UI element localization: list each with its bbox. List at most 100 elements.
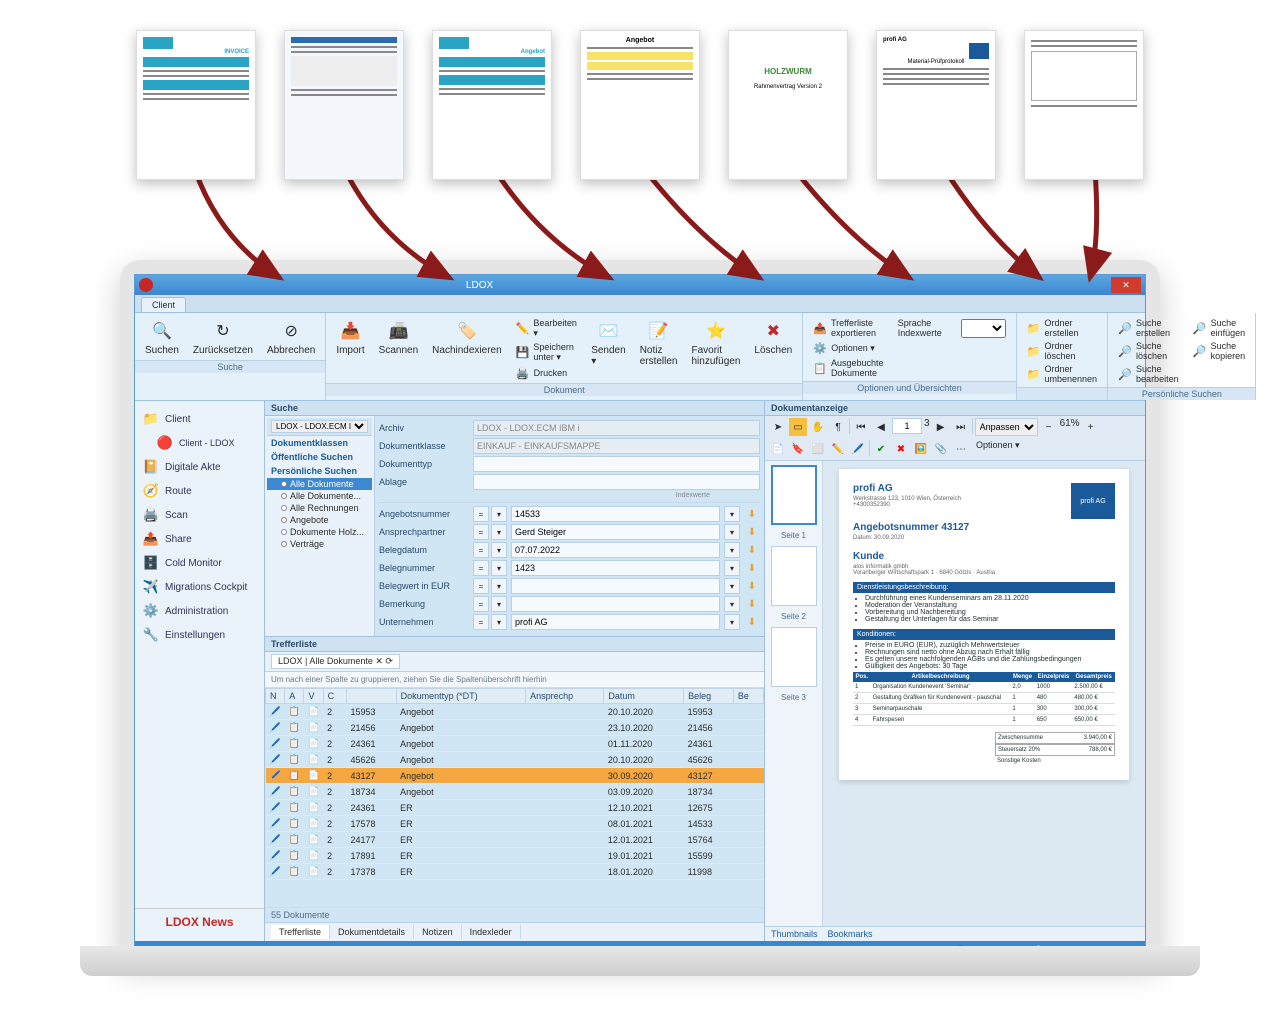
- btn-fav[interactable]: ⭐Favorit hinzufügen: [687, 317, 744, 369]
- cat-dokklassen[interactable]: Dokumentklassen: [267, 436, 372, 450]
- btn-saveas[interactable]: 💾Speichern unter ▾: [512, 341, 582, 364]
- arrow-down-icon[interactable]: ⬇: [744, 578, 760, 594]
- op-btn[interactable]: =: [473, 596, 489, 612]
- arrow-down-icon[interactable]: ⬇: [744, 524, 760, 540]
- tree-node[interactable]: Dokumente Holz...: [267, 526, 372, 538]
- col-header[interactable]: Be: [733, 689, 763, 704]
- sidebar-item[interactable]: 🗄️Cold Monitor: [135, 551, 264, 575]
- field-input[interactable]: [511, 506, 720, 522]
- sidebar-item[interactable]: 📔Digitale Akte: [135, 455, 264, 479]
- ft-details[interactable]: Dokumentdetails: [330, 925, 414, 939]
- btn-options[interactable]: ⚙️Optionen ▾: [809, 340, 888, 356]
- pv-no-icon[interactable]: ✖: [892, 440, 910, 458]
- op-btn[interactable]: ▾: [724, 560, 740, 576]
- op-btn[interactable]: ▾: [724, 596, 740, 612]
- tree-node[interactable]: Alle Dokumente...: [267, 490, 372, 502]
- table-row[interactable]: 🖊️📋📄215953Angebot20.10.202015953: [266, 704, 764, 720]
- document-viewer[interactable]: profi AG profi AG Werkstrasse 123, 1010 …: [823, 461, 1145, 926]
- pv-cursor-icon[interactable]: ➤: [769, 418, 787, 436]
- table-row[interactable]: 🖊️📋📄224177ER12.01.202115764: [266, 832, 764, 848]
- col-header[interactable]: V: [304, 689, 323, 704]
- col-header[interactable]: Beleg: [684, 689, 734, 704]
- pv-first-icon[interactable]: ⏮: [852, 418, 870, 436]
- op-btn[interactable]: =: [473, 524, 489, 540]
- ft-notizen[interactable]: Notizen: [414, 925, 462, 939]
- op-btn[interactable]: ▾: [491, 542, 507, 558]
- pv-thumb-2[interactable]: [771, 546, 817, 606]
- tree-node[interactable]: Angebote: [267, 514, 372, 526]
- col-header[interactable]: Datum: [604, 689, 684, 704]
- field-input[interactable]: [473, 420, 760, 436]
- table-row[interactable]: 🖊️📋📄217578ER08.01.202114533: [266, 816, 764, 832]
- cat-oeffentlich[interactable]: Öffentliche Suchen: [267, 450, 372, 464]
- op-btn[interactable]: ▾: [491, 506, 507, 522]
- btn-edit[interactable]: ✏️Bearbeiten ▾: [512, 317, 582, 340]
- sidebar-subitem[interactable]: 🔴Client - LDOX: [135, 431, 264, 455]
- pv-tool2-icon[interactable]: 🔖: [789, 440, 807, 458]
- btn-search-edit[interactable]: 🔎Suche bearbeiten: [1114, 363, 1183, 385]
- pv-foot-bookmarks[interactable]: Bookmarks: [828, 929, 873, 939]
- hitlist-tab[interactable]: LDOX | Alle Dokumente ✕ ⟳: [271, 654, 400, 669]
- op-btn[interactable]: ▾: [491, 596, 507, 612]
- field-input[interactable]: [511, 524, 720, 540]
- op-btn[interactable]: ▾: [491, 578, 507, 594]
- op-btn[interactable]: ▾: [724, 578, 740, 594]
- btn-search-copy[interactable]: 🔎Suche kopieren: [1189, 340, 1250, 362]
- pv-tool4-icon[interactable]: ✏️: [829, 440, 847, 458]
- btn-search-create[interactable]: 🔎Suche erstellen: [1114, 317, 1183, 339]
- btn-folder-rename[interactable]: 📁Ordner umbenennen: [1023, 363, 1102, 385]
- btn-export[interactable]: 📤Trefferliste exportieren: [809, 317, 888, 339]
- pv-last-icon[interactable]: ⏭: [952, 418, 970, 436]
- sidebar-item[interactable]: 📁Client: [135, 407, 264, 431]
- col-header[interactable]: [346, 689, 396, 704]
- btn-search-delete[interactable]: 🔎Suche löschen: [1114, 340, 1183, 362]
- field-input[interactable]: [511, 614, 720, 630]
- ldox-news[interactable]: LDOX News: [135, 908, 264, 935]
- op-btn[interactable]: ▾: [724, 524, 740, 540]
- pv-more-icon[interactable]: ⋯: [952, 440, 970, 458]
- pv-tool3-icon[interactable]: ⬜: [809, 440, 827, 458]
- pv-img-icon[interactable]: 🖼️: [912, 440, 930, 458]
- btn-reset[interactable]: ↻Zurücksetzen: [189, 317, 257, 358]
- btn-import[interactable]: 📥Import: [332, 317, 368, 358]
- table-row[interactable]: 🖊️📋📄217891ER19.01.202115599: [266, 848, 764, 864]
- field-input[interactable]: [473, 438, 760, 454]
- btn-send[interactable]: ✉️Senden ▾: [587, 317, 629, 369]
- pv-foot-thumbs[interactable]: Thumbnails: [771, 929, 818, 939]
- table-row[interactable]: 🖊️📋📄245626Angebot20.10.202045626: [266, 752, 764, 768]
- field-input[interactable]: [511, 578, 720, 594]
- sidebar-item[interactable]: 🖨️Scan: [135, 503, 264, 527]
- tree-node[interactable]: Alle Dokumente: [267, 478, 372, 490]
- field-input[interactable]: [511, 596, 720, 612]
- op-btn[interactable]: ▾: [491, 524, 507, 540]
- tree-node[interactable]: Alle Rechnungen: [267, 502, 372, 514]
- btn-note[interactable]: 📝Notiz erstellen: [636, 317, 682, 369]
- ft-index[interactable]: Indexleder: [462, 925, 521, 939]
- pv-hand-icon[interactable]: ✋: [809, 418, 827, 436]
- field-input[interactable]: [473, 456, 760, 472]
- table-row[interactable]: 🖊️📋📄217378ER18.01.202011998: [266, 864, 764, 880]
- pv-ok-icon[interactable]: ✔: [872, 440, 890, 458]
- pv-text-icon[interactable]: ¶: [829, 418, 847, 436]
- op-btn[interactable]: ▾: [724, 542, 740, 558]
- pv-zoomout-icon[interactable]: −: [1040, 418, 1058, 436]
- btn-reindex[interactable]: 🏷️Nachindexieren: [428, 317, 506, 358]
- pv-page-input[interactable]: [892, 418, 922, 434]
- pv-prev-icon[interactable]: ◀: [872, 418, 890, 436]
- tree-combo[interactable]: LDOX - LDOX.ECM IBM i: [271, 420, 368, 433]
- tree-node[interactable]: Verträge: [267, 538, 372, 550]
- pv-stamp-icon[interactable]: 📎: [932, 440, 950, 458]
- pv-thumb-3[interactable]: [771, 627, 817, 687]
- arrow-down-icon[interactable]: ⬇: [744, 542, 760, 558]
- btn-cancel[interactable]: ⊘Abbrechen: [263, 317, 319, 358]
- btn-search-insert[interactable]: 🔎Suche einfügen: [1189, 317, 1250, 339]
- btn-print[interactable]: 🖨️Drucken: [512, 365, 582, 381]
- table-row[interactable]: 🖊️📋📄224361ER12.10.202112675: [266, 800, 764, 816]
- table-row[interactable]: 🖊️📋📄218734Angebot03.09.202018734: [266, 784, 764, 800]
- arrow-down-icon[interactable]: ⬇: [744, 506, 760, 522]
- field-input[interactable]: [511, 542, 720, 558]
- pv-zoom-mode[interactable]: Anpassen: [975, 418, 1038, 436]
- col-header[interactable]: C: [323, 689, 346, 704]
- col-header[interactable]: N: [266, 689, 285, 704]
- btn-folder-delete[interactable]: 📁Ordner löschen: [1023, 340, 1102, 362]
